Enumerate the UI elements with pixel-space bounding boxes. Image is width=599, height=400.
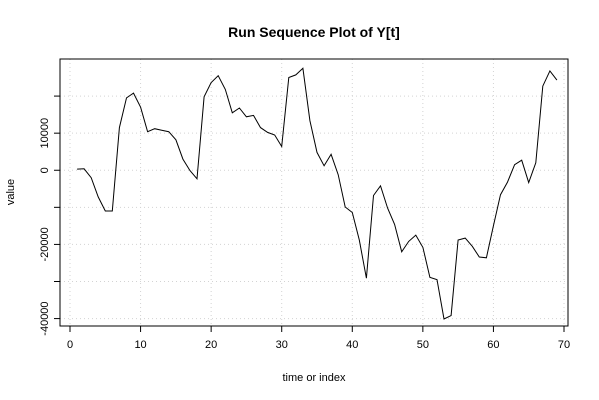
x-tick-label-1: 10 xyxy=(134,339,146,351)
grid-lines xyxy=(60,59,568,326)
y-tick-label-5: 10000 xyxy=(39,118,51,149)
y-tick-label-4: 0 xyxy=(39,167,51,173)
x-tick-label-0: 0 xyxy=(67,339,73,351)
x-tick-label-5: 50 xyxy=(417,339,429,351)
x-tick-label-4: 40 xyxy=(346,339,358,351)
series-line-0 xyxy=(77,67,558,320)
x-tick-label-3: 30 xyxy=(276,339,288,351)
x-axis-title: time or index xyxy=(283,372,346,384)
y-axis: -40000 -20000 0 10000 xyxy=(39,95,61,336)
x-tick-label-2: 20 xyxy=(205,339,217,351)
data-series xyxy=(77,67,558,320)
x-axis: 0 10 20 30 40 50 60 70 xyxy=(67,325,570,351)
y-tick-label-0: -40000 xyxy=(39,301,51,335)
x-tick-label-7: 70 xyxy=(558,339,570,351)
y-axis-title: value xyxy=(5,179,17,205)
chart-title: Run Sequence Plot of Y[t] xyxy=(228,24,400,40)
x-tick-label-6: 60 xyxy=(487,339,499,351)
y-tick-label-2: -20000 xyxy=(39,227,51,261)
